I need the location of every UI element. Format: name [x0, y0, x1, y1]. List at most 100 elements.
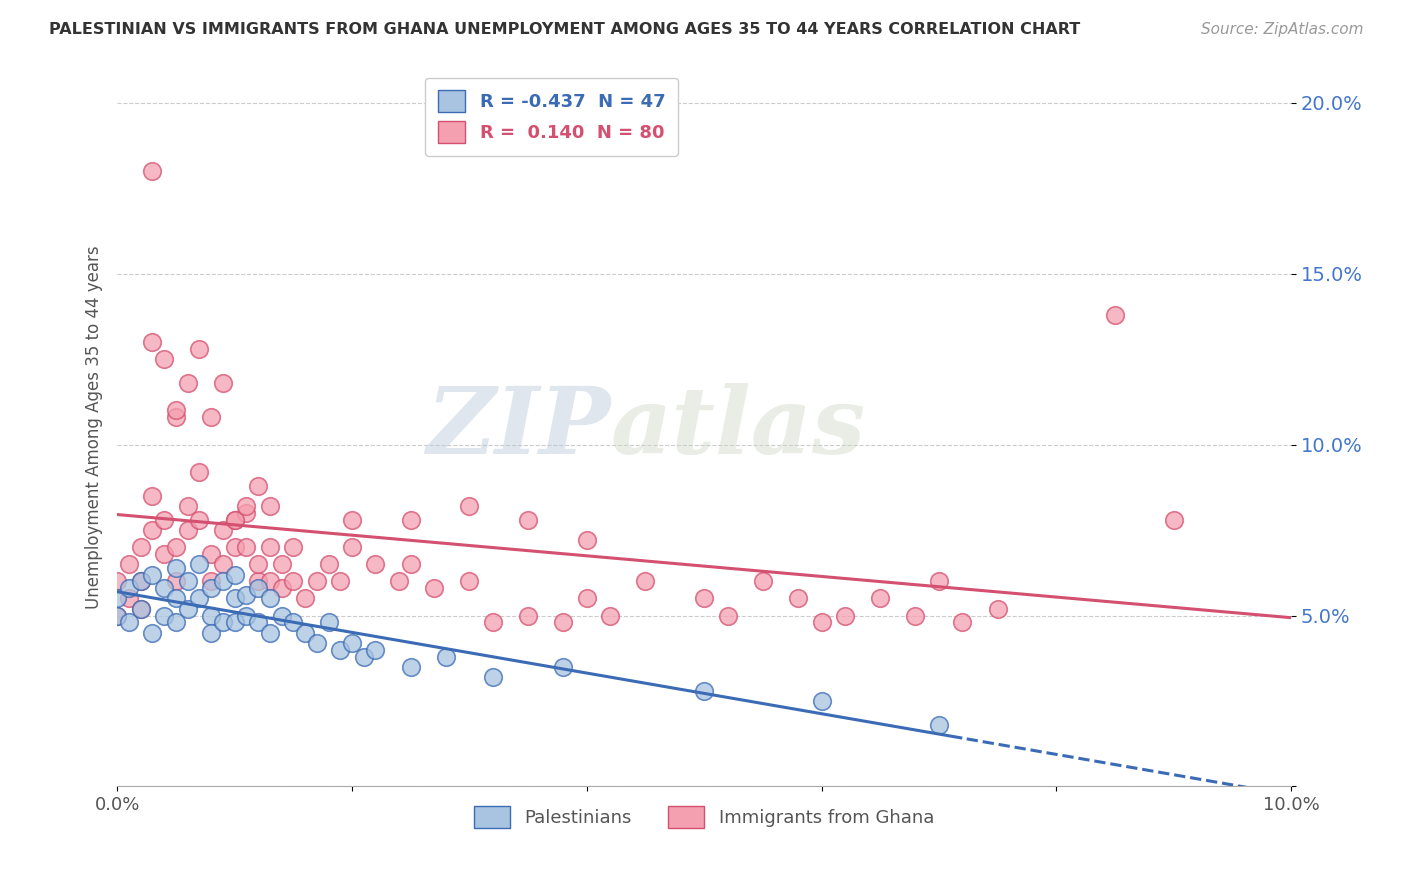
Point [129, 540, 152, 554]
Point [634, 574, 657, 589]
Point [283, 574, 305, 589]
Point [188, 513, 211, 527]
Point [141, 567, 163, 582]
Point [188, 558, 211, 572]
Point [200, 547, 222, 561]
Point [517, 513, 540, 527]
Point [270, 558, 292, 572]
Text: Source: ZipAtlas.com: Source: ZipAtlas.com [1201, 22, 1364, 37]
Point [200, 574, 222, 589]
Point [129, 601, 152, 615]
Point [318, 615, 340, 630]
Point [787, 591, 810, 606]
Point [553, 660, 575, 674]
Y-axis label: Unemployment Among Ages 35 to 44 years: Unemployment Among Ages 35 to 44 years [86, 245, 103, 609]
Point [693, 683, 716, 698]
Text: atlas: atlas [610, 383, 866, 473]
Point [987, 601, 1010, 615]
Point [340, 540, 363, 554]
Point [188, 465, 211, 479]
Point [247, 615, 270, 630]
Point [247, 574, 270, 589]
Point [235, 540, 257, 554]
Point [211, 376, 233, 390]
Point [388, 574, 411, 589]
Point [235, 588, 257, 602]
Point [259, 574, 281, 589]
Point [1104, 308, 1126, 322]
Point [575, 533, 598, 548]
Point [211, 558, 233, 572]
Point [211, 615, 233, 630]
Point [141, 489, 163, 503]
Point [118, 581, 141, 595]
Point [224, 591, 246, 606]
Point [200, 581, 222, 595]
Point [329, 574, 352, 589]
Point [153, 547, 176, 561]
Point [224, 567, 246, 582]
Point [105, 608, 128, 623]
Point [810, 615, 832, 630]
Point [294, 591, 316, 606]
Point [575, 591, 598, 606]
Point [423, 581, 446, 595]
Point [224, 513, 246, 527]
Point [200, 625, 222, 640]
Point [165, 591, 187, 606]
Point [165, 615, 187, 630]
Point [118, 615, 141, 630]
Point [305, 574, 328, 589]
Point [165, 560, 187, 574]
Point [259, 591, 281, 606]
Point [153, 513, 176, 527]
Point [904, 608, 927, 623]
Point [141, 334, 163, 349]
Point [118, 558, 141, 572]
Legend: Palestinians, Immigrants from Ghana: Palestinians, Immigrants from Ghana [467, 798, 942, 835]
Point [364, 642, 387, 657]
Point [305, 636, 328, 650]
Point [434, 649, 457, 664]
Point [188, 591, 211, 606]
Point [141, 625, 163, 640]
Point [153, 608, 176, 623]
Point [129, 601, 152, 615]
Point [353, 649, 375, 664]
Point [340, 636, 363, 650]
Point [129, 574, 152, 589]
Point [105, 574, 128, 589]
Point [329, 642, 352, 657]
Point [165, 574, 187, 589]
Point [482, 615, 505, 630]
Point [810, 694, 832, 708]
Point [176, 523, 198, 537]
Point [1163, 513, 1185, 527]
Point [599, 608, 621, 623]
Point [517, 608, 540, 623]
Point [318, 558, 340, 572]
Point [247, 478, 270, 492]
Point [270, 581, 292, 595]
Point [153, 581, 176, 595]
Point [129, 574, 152, 589]
Point [211, 523, 233, 537]
Point [224, 540, 246, 554]
Point [270, 608, 292, 623]
Text: PALESTINIAN VS IMMIGRANTS FROM GHANA UNEMPLOYMENT AMONG AGES 35 TO 44 YEARS CORR: PALESTINIAN VS IMMIGRANTS FROM GHANA UNE… [49, 22, 1080, 37]
Point [283, 540, 305, 554]
Point [752, 574, 775, 589]
Point [141, 523, 163, 537]
Point [176, 499, 198, 513]
Point [259, 499, 281, 513]
Point [200, 608, 222, 623]
Point [235, 506, 257, 520]
Point [165, 540, 187, 554]
Point [247, 558, 270, 572]
Point [200, 410, 222, 425]
Point [153, 352, 176, 367]
Point [340, 513, 363, 527]
Point [105, 608, 128, 623]
Point [283, 615, 305, 630]
Point [235, 608, 257, 623]
